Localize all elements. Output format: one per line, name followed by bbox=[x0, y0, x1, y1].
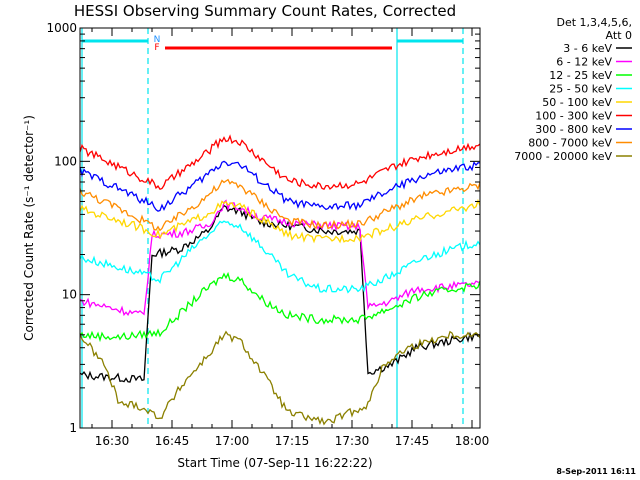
observing-intervals: NF bbox=[81, 28, 464, 428]
series-line-0 bbox=[79, 204, 481, 383]
flag-label-f: F bbox=[154, 43, 159, 53]
series-line-6 bbox=[79, 160, 480, 212]
series-line-4 bbox=[79, 198, 481, 244]
legend-label-4: 50 - 100 keV bbox=[542, 96, 612, 109]
axes: 16:30 16:45 17:00 17:15 17:30 17:45 18:00 1 10 10… bbox=[46, 21, 489, 448]
y-tick-label-2: 100 bbox=[54, 154, 77, 168]
legend-header-line-1: Det 1,3,4,5,6, bbox=[556, 16, 632, 29]
y-tick-label-0: 1 bbox=[69, 421, 77, 435]
legend-header-line-2: Att 0 bbox=[606, 29, 632, 42]
x-tick-label-4: 17:30 bbox=[335, 434, 370, 448]
legend-label-0: 3 - 6 keV bbox=[563, 42, 612, 55]
series-line-1 bbox=[79, 199, 481, 317]
flag-label-n: N bbox=[154, 35, 161, 45]
x-tick-label-3: 17:15 bbox=[275, 434, 310, 448]
x-tick-label-5: 17:45 bbox=[395, 434, 430, 448]
x-tick-label-0: 16:30 bbox=[95, 434, 130, 448]
legend-label-7: 800 - 7000 keV bbox=[528, 137, 612, 150]
y-axis-label: Corrected Count Rate (s⁻¹ detector⁻¹) bbox=[22, 115, 36, 341]
series-line-8 bbox=[79, 330, 481, 426]
generation-timestamp: 8-Sep-2011 16:11 bbox=[556, 467, 636, 476]
y-tick-label-1: 10 bbox=[62, 288, 77, 302]
series-line-2 bbox=[79, 271, 481, 343]
x-tick-label-2: 17:00 bbox=[215, 434, 250, 448]
legend-label-1: 6 - 12 keV bbox=[556, 56, 612, 69]
legend-label-5: 100 - 300 keV bbox=[535, 110, 612, 123]
legend-label-8: 7000 - 20000 keV bbox=[514, 150, 612, 163]
x-axis-label: Start Time (07-Sep-11 16:22:22) bbox=[177, 456, 372, 470]
series-line-5 bbox=[79, 134, 481, 191]
x-tick-label-1: 16:45 bbox=[155, 434, 190, 448]
series-line-3 bbox=[79, 220, 481, 294]
chart-title: HESSI Observing Summary Count Rates, Cor… bbox=[74, 2, 456, 20]
legend-label-2: 12 - 25 keV bbox=[549, 69, 612, 82]
series-lines bbox=[79, 134, 481, 426]
y-tick-label-3: 1000 bbox=[46, 21, 77, 35]
x-tick-label-6: 18:00 bbox=[455, 434, 490, 448]
legend-label-3: 25 - 50 keV bbox=[549, 83, 612, 96]
legend-label-6: 300 - 800 keV bbox=[535, 123, 612, 136]
series-line-7 bbox=[79, 178, 481, 232]
plot-frame bbox=[79, 27, 481, 429]
